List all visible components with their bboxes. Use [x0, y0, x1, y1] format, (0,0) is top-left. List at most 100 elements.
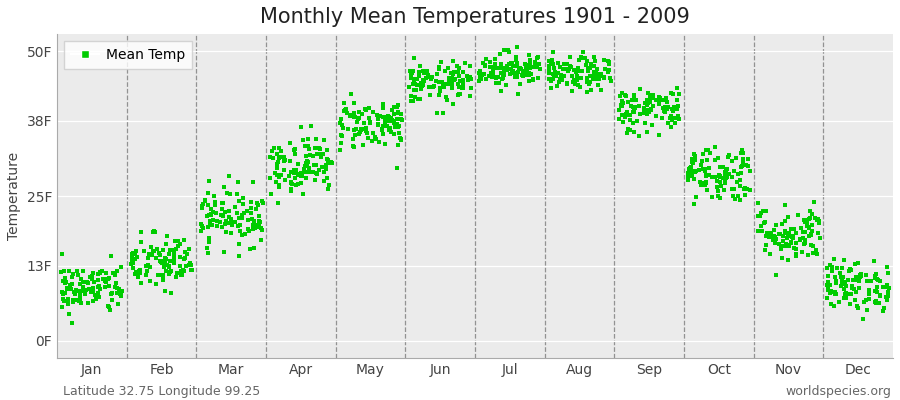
- Point: [658, 109, 672, 116]
- Point: [412, 72, 427, 79]
- Point: [490, 75, 504, 81]
- Point: [160, 261, 175, 268]
- Point: [424, 76, 438, 82]
- Point: [166, 246, 181, 253]
- Point: [789, 253, 804, 259]
- Point: [387, 104, 401, 110]
- Point: [509, 44, 524, 50]
- Point: [573, 75, 588, 81]
- Point: [684, 172, 698, 178]
- Point: [125, 258, 140, 264]
- Point: [852, 285, 867, 291]
- Point: [824, 263, 839, 270]
- Point: [86, 284, 100, 291]
- Point: [320, 156, 335, 162]
- Point: [717, 186, 732, 193]
- Point: [637, 110, 652, 116]
- Point: [652, 94, 667, 101]
- Point: [431, 64, 446, 70]
- Point: [644, 93, 658, 100]
- Point: [619, 111, 634, 118]
- Point: [449, 69, 464, 75]
- Point: [716, 164, 731, 170]
- Point: [285, 181, 300, 187]
- Point: [125, 251, 140, 257]
- Point: [519, 72, 534, 79]
- Point: [785, 233, 799, 239]
- Point: [141, 250, 156, 257]
- Point: [489, 80, 503, 86]
- Point: [453, 91, 467, 98]
- Point: [58, 275, 72, 281]
- Point: [124, 256, 139, 262]
- Point: [558, 65, 572, 72]
- Point: [492, 50, 507, 57]
- Point: [235, 211, 249, 218]
- Point: [718, 178, 733, 184]
- Point: [636, 109, 651, 116]
- Point: [237, 210, 251, 216]
- Point: [85, 276, 99, 282]
- Point: [422, 84, 436, 90]
- Point: [384, 115, 399, 122]
- Point: [794, 225, 808, 231]
- Point: [225, 218, 239, 225]
- Point: [578, 55, 592, 62]
- Point: [225, 220, 239, 226]
- Point: [668, 120, 682, 126]
- Point: [214, 224, 229, 231]
- Point: [340, 125, 355, 132]
- Point: [572, 68, 586, 74]
- Point: [446, 85, 460, 91]
- Point: [390, 165, 404, 171]
- Point: [501, 49, 516, 55]
- Point: [587, 63, 601, 70]
- Point: [394, 111, 409, 118]
- Point: [506, 68, 520, 74]
- Point: [231, 253, 246, 259]
- Point: [667, 104, 681, 110]
- Point: [432, 92, 446, 98]
- Point: [265, 148, 279, 154]
- Point: [566, 79, 580, 85]
- Point: [264, 191, 278, 198]
- Point: [61, 296, 76, 302]
- Point: [699, 157, 714, 163]
- Point: [850, 260, 865, 266]
- Point: [417, 70, 431, 76]
- Point: [769, 236, 783, 242]
- Point: [486, 65, 500, 72]
- Point: [407, 86, 421, 93]
- Point: [111, 301, 125, 308]
- Point: [850, 275, 864, 282]
- Point: [204, 211, 219, 217]
- Point: [351, 116, 365, 123]
- Point: [225, 221, 239, 228]
- Point: [439, 94, 454, 100]
- Point: [838, 291, 852, 297]
- Point: [246, 222, 260, 229]
- Point: [346, 110, 361, 116]
- Point: [656, 108, 670, 114]
- Point: [377, 114, 392, 121]
- Point: [598, 66, 612, 72]
- Point: [692, 166, 706, 173]
- Point: [644, 92, 659, 99]
- Point: [247, 220, 261, 226]
- Point: [270, 161, 284, 167]
- Point: [805, 242, 819, 248]
- Point: [67, 289, 81, 296]
- Point: [214, 206, 229, 212]
- Point: [644, 106, 659, 112]
- Point: [702, 164, 716, 171]
- Point: [320, 155, 335, 162]
- Point: [786, 232, 800, 239]
- Point: [139, 262, 153, 269]
- Point: [656, 105, 670, 111]
- Point: [870, 284, 885, 290]
- Point: [196, 224, 211, 231]
- Point: [567, 67, 581, 74]
- Point: [387, 118, 401, 125]
- Point: [491, 73, 505, 80]
- Point: [131, 268, 146, 274]
